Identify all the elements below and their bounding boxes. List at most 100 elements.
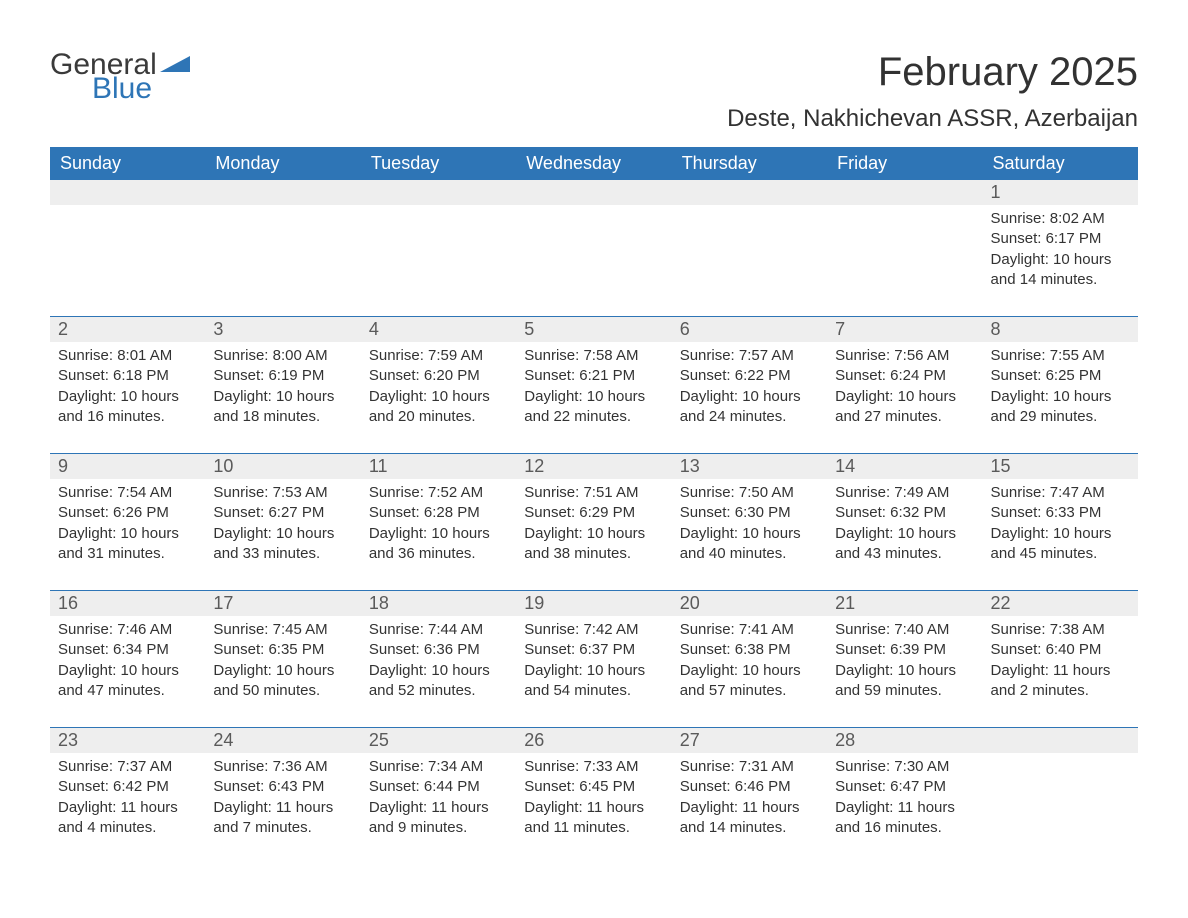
daylight-line-2: and 43 minutes. <box>835 544 974 564</box>
sunset-line: Sunset: 6:35 PM <box>213 640 352 660</box>
daylight-line-2: and 57 minutes. <box>680 681 819 701</box>
day-detail-cell: Sunrise: 7:56 AMSunset: 6:24 PMDaylight:… <box>827 342 982 454</box>
daylight-line: Daylight: 11 hours <box>58 798 197 818</box>
day-number-cell <box>205 180 360 205</box>
daylight-line: Daylight: 10 hours <box>58 661 197 681</box>
day-detail-cell: Sunrise: 7:52 AMSunset: 6:28 PMDaylight:… <box>361 479 516 591</box>
sunrise-line: Sunrise: 8:01 AM <box>58 346 197 366</box>
sunset-line: Sunset: 6:33 PM <box>991 503 1130 523</box>
day-detail-cell: Sunrise: 7:37 AMSunset: 6:42 PMDaylight:… <box>50 753 205 864</box>
daylight-line: Daylight: 10 hours <box>835 524 974 544</box>
day-number-cell: 18 <box>361 591 516 616</box>
daylight-line: Daylight: 11 hours <box>213 798 352 818</box>
daylight-line: Daylight: 11 hours <box>369 798 508 818</box>
day-number-cell: 12 <box>516 454 671 479</box>
day-detail-cell: Sunrise: 7:59 AMSunset: 6:20 PMDaylight:… <box>361 342 516 454</box>
day-detail-cell: Sunrise: 7:44 AMSunset: 6:36 PMDaylight:… <box>361 616 516 728</box>
daylight-line: Daylight: 10 hours <box>524 524 663 544</box>
day-number-row: 16171819202122 <box>50 591 1138 616</box>
day-number-cell <box>516 180 671 205</box>
weekday-header: Monday <box>205 147 360 180</box>
daylight-line: Daylight: 10 hours <box>680 661 819 681</box>
weekday-header: Wednesday <box>516 147 671 180</box>
daylight-line: Daylight: 10 hours <box>991 250 1130 270</box>
sunset-line: Sunset: 6:22 PM <box>680 366 819 386</box>
day-number-cell: 22 <box>983 591 1138 616</box>
sunset-line: Sunset: 6:45 PM <box>524 777 663 797</box>
weekday-header: Friday <box>827 147 982 180</box>
day-number-cell <box>50 180 205 205</box>
sunrise-line: Sunrise: 7:56 AM <box>835 346 974 366</box>
sunset-line: Sunset: 6:47 PM <box>835 777 974 797</box>
daylight-line: Daylight: 11 hours <box>991 661 1130 681</box>
day-detail-cell: Sunrise: 7:40 AMSunset: 6:39 PMDaylight:… <box>827 616 982 728</box>
day-detail-cell <box>361 205 516 317</box>
day-number-cell: 8 <box>983 317 1138 342</box>
day-detail-row: Sunrise: 8:01 AMSunset: 6:18 PMDaylight:… <box>50 342 1138 454</box>
day-number-cell: 26 <box>516 728 671 753</box>
sunrise-line: Sunrise: 8:00 AM <box>213 346 352 366</box>
sunset-line: Sunset: 6:17 PM <box>991 229 1130 249</box>
daylight-line: Daylight: 10 hours <box>524 661 663 681</box>
daylight-line: Daylight: 10 hours <box>213 524 352 544</box>
day-detail-cell: Sunrise: 7:58 AMSunset: 6:21 PMDaylight:… <box>516 342 671 454</box>
day-number-cell: 14 <box>827 454 982 479</box>
sunset-line: Sunset: 6:29 PM <box>524 503 663 523</box>
daylight-line-2: and 29 minutes. <box>991 407 1130 427</box>
day-number-cell: 3 <box>205 317 360 342</box>
day-number-cell <box>983 728 1138 753</box>
day-detail-cell: Sunrise: 7:53 AMSunset: 6:27 PMDaylight:… <box>205 479 360 591</box>
day-number-cell: 6 <box>672 317 827 342</box>
sunrise-line: Sunrise: 7:46 AM <box>58 620 197 640</box>
daylight-line: Daylight: 10 hours <box>680 387 819 407</box>
daylight-line-2: and 20 minutes. <box>369 407 508 427</box>
daylight-line: Daylight: 10 hours <box>213 661 352 681</box>
sunrise-line: Sunrise: 7:57 AM <box>680 346 819 366</box>
sunrise-line: Sunrise: 7:34 AM <box>369 757 508 777</box>
sunrise-line: Sunrise: 7:49 AM <box>835 483 974 503</box>
sunset-line: Sunset: 6:21 PM <box>524 366 663 386</box>
sunrise-line: Sunrise: 7:31 AM <box>680 757 819 777</box>
day-number-cell: 17 <box>205 591 360 616</box>
day-detail-cell <box>50 205 205 317</box>
daylight-line-2: and 7 minutes. <box>213 818 352 838</box>
day-number-cell <box>827 180 982 205</box>
sunrise-line: Sunrise: 7:40 AM <box>835 620 974 640</box>
day-detail-cell <box>983 753 1138 864</box>
day-number-cell: 24 <box>205 728 360 753</box>
day-number-cell: 21 <box>827 591 982 616</box>
sunrise-line: Sunrise: 7:51 AM <box>524 483 663 503</box>
sunset-line: Sunset: 6:37 PM <box>524 640 663 660</box>
weekday-header: Saturday <box>983 147 1138 180</box>
sunrise-line: Sunrise: 7:54 AM <box>58 483 197 503</box>
day-detail-cell: Sunrise: 7:33 AMSunset: 6:45 PMDaylight:… <box>516 753 671 864</box>
daylight-line: Daylight: 11 hours <box>524 798 663 818</box>
daylight-line-2: and 22 minutes. <box>524 407 663 427</box>
daylight-line: Daylight: 10 hours <box>369 524 508 544</box>
daylight-line-2: and 16 minutes. <box>58 407 197 427</box>
daylight-line: Daylight: 10 hours <box>991 524 1130 544</box>
daylight-line-2: and 4 minutes. <box>58 818 197 838</box>
sunrise-line: Sunrise: 7:53 AM <box>213 483 352 503</box>
day-detail-cell <box>516 205 671 317</box>
daylight-line: Daylight: 11 hours <box>680 798 819 818</box>
day-number-cell <box>361 180 516 205</box>
header: General Blue February 2025 Deste, Nakhic… <box>50 50 1138 139</box>
day-detail-cell: Sunrise: 7:45 AMSunset: 6:35 PMDaylight:… <box>205 616 360 728</box>
sunset-line: Sunset: 6:39 PM <box>835 640 974 660</box>
day-detail-cell: Sunrise: 7:54 AMSunset: 6:26 PMDaylight:… <box>50 479 205 591</box>
day-detail-row: Sunrise: 8:02 AMSunset: 6:17 PMDaylight:… <box>50 205 1138 317</box>
daylight-line: Daylight: 10 hours <box>835 387 974 407</box>
daylight-line-2: and 16 minutes. <box>835 818 974 838</box>
daylight-line-2: and 9 minutes. <box>369 818 508 838</box>
daylight-line-2: and 38 minutes. <box>524 544 663 564</box>
day-detail-cell: Sunrise: 8:02 AMSunset: 6:17 PMDaylight:… <box>983 205 1138 317</box>
day-number-cell: 4 <box>361 317 516 342</box>
day-number-cell: 11 <box>361 454 516 479</box>
title-block: February 2025 Deste, Nakhichevan ASSR, A… <box>727 50 1138 139</box>
day-number-cell: 9 <box>50 454 205 479</box>
daylight-line-2: and 18 minutes. <box>213 407 352 427</box>
day-number-cell <box>672 180 827 205</box>
sunrise-line: Sunrise: 8:02 AM <box>991 209 1130 229</box>
daylight-line: Daylight: 10 hours <box>680 524 819 544</box>
